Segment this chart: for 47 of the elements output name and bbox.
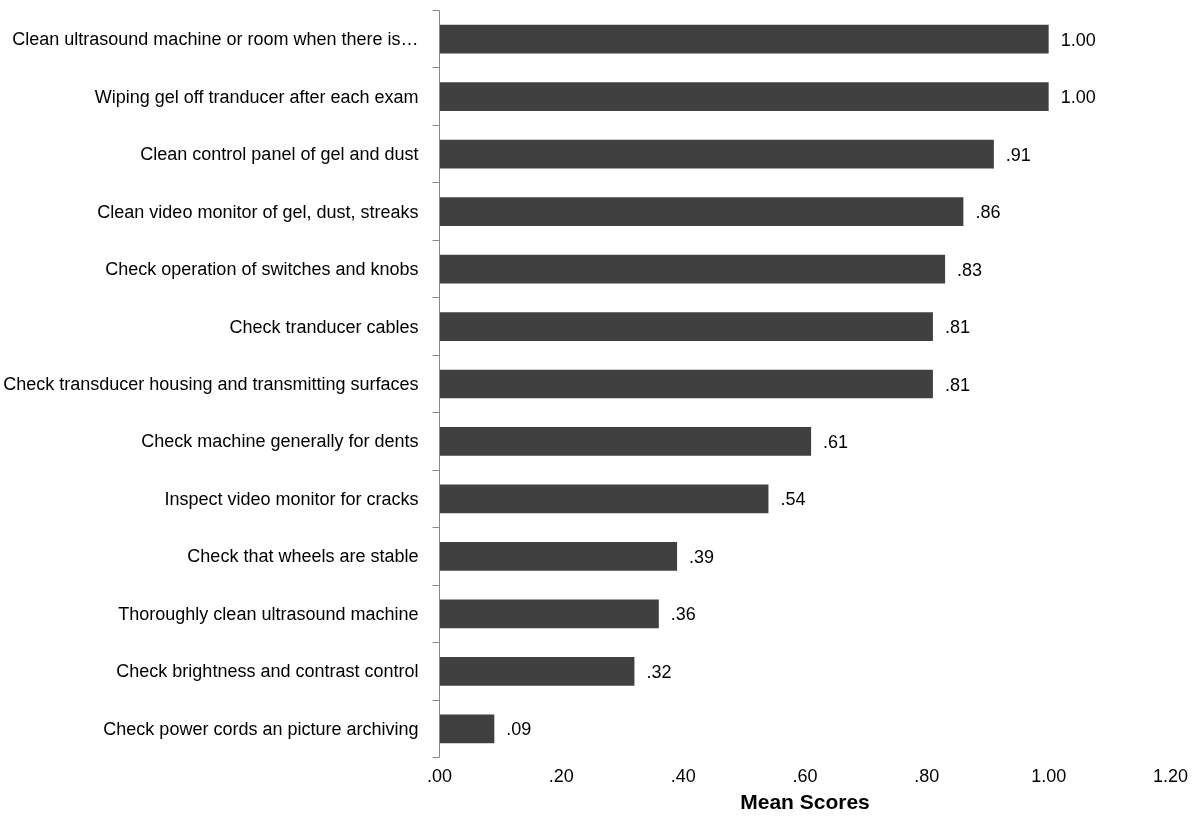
data-label: .81 [944,317,970,338]
bar [439,484,769,514]
y-tick-label: Check tranducer cables [229,316,419,337]
data-label: .91 [1005,144,1031,165]
data-label: 1.00 [1060,29,1096,50]
bar [439,24,1049,54]
bar [439,714,495,744]
x-tick-label: 1.00 [1031,765,1067,786]
y-tick-label: Clean video monitor of gel, dust, streaks [97,201,419,222]
data-label: 1.00 [1060,87,1096,108]
y-tick-label: Check that wheels are stable [187,546,419,567]
data-label: .86 [975,202,1001,223]
bar [439,197,964,226]
data-label: .61 [823,431,849,452]
x-tick-label: .80 [914,765,940,786]
bar [439,312,933,341]
x-tick-label: .20 [548,765,574,786]
bar [439,139,994,169]
y-tick-label: Check transducer housing and transmitting surfaces [3,374,419,394]
data-label: .09 [506,719,532,740]
y-tick-label: Clean control panel of gel and dust [140,144,419,165]
x-tick-label: .00 [426,765,453,786]
bar [439,656,635,686]
y-tick-label: Check operation of switches and knobs [105,259,419,280]
bar [439,427,812,456]
y-tick-label: Clean ultrasound machine or room when there is… [12,29,419,50]
bar [439,369,933,399]
y-tick-label: Check brightness and contrast control [116,661,419,682]
y-tick-label: Check power cords an picture archiving [103,718,419,739]
bar [439,542,678,571]
y-tick-label: Wiping gel off tranducer after each exam [94,86,419,107]
data-label: .81 [944,374,970,395]
data-label: .83 [957,259,983,280]
x-tick-label: 1.20 [1152,765,1189,786]
x-tick-label: .60 [792,765,818,786]
y-tick-label: Inspect video monitor for cracks [164,488,419,509]
data-label: .54 [780,489,806,510]
bar [439,599,659,629]
x-axis-title: Mean Scores [740,789,870,813]
data-label: .39 [689,546,715,567]
y-tick-label: Check machine generally for dents [141,431,419,452]
data-label: .32 [646,661,672,682]
y-tick-label: Thoroughly clean ultrasound machine [118,603,419,624]
bar [439,82,1049,112]
x-tick-label: .40 [670,765,696,786]
bar [439,254,946,284]
data-label: .36 [670,604,696,625]
